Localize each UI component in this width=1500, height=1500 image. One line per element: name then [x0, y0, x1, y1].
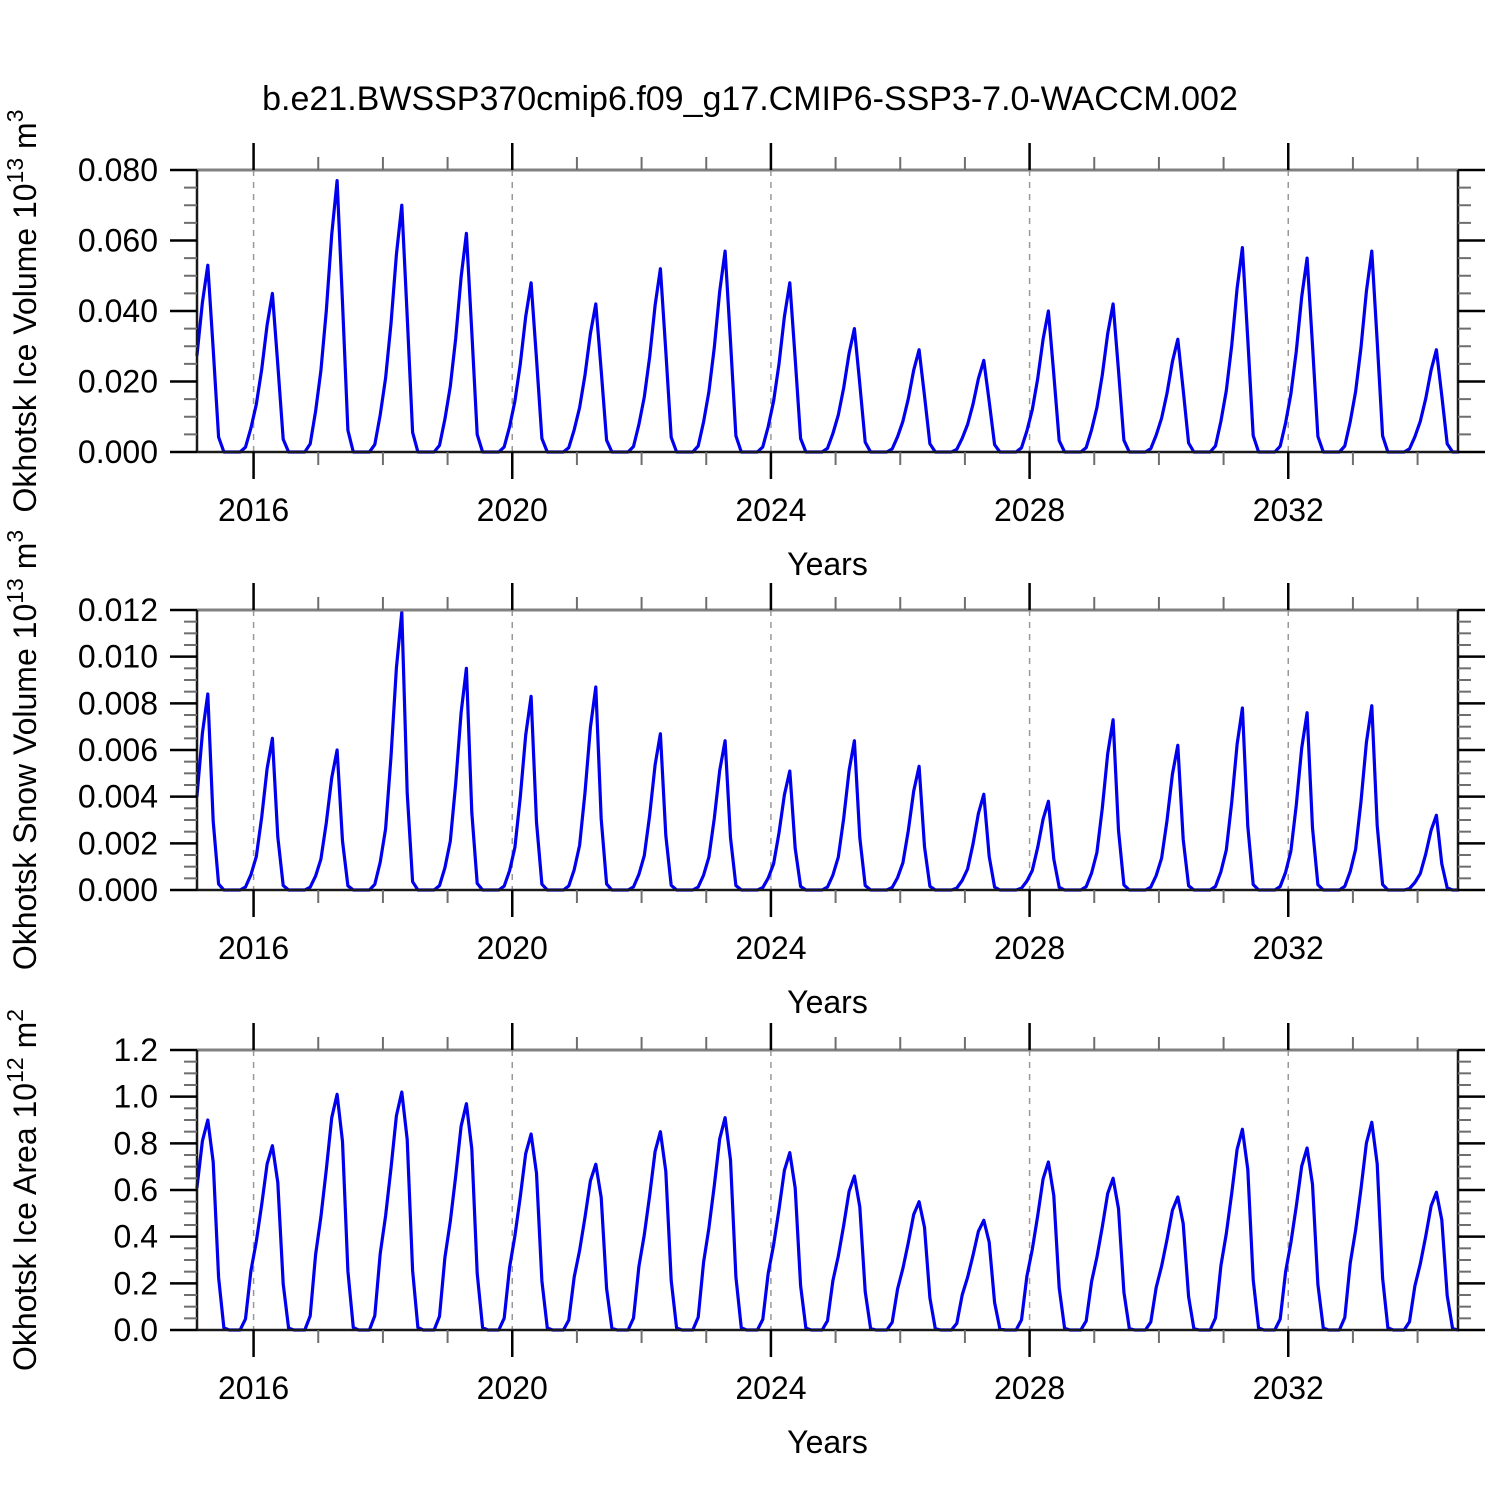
x-tick-label-2016: 2016 — [218, 492, 289, 528]
y-tick-labels: 0.000 0.020 0.040 0.060 0.080 — [78, 152, 158, 470]
y-tick-label-0.000: 0.000 — [78, 434, 158, 470]
plot-box — [195, 168, 1460, 454]
snow-volume-ylabel: Okhotsk Snow Volume 1013 m3 — [2, 530, 43, 970]
y-axis-ticks — [170, 1048, 1485, 1332]
ice-volume-xlabel: Years — [787, 546, 868, 582]
x-tick-labels: 2016 2020 2024 2028 2032 — [218, 930, 1324, 966]
ice-volume-ylabel: Okhotsk Ice Volume 1013 m3 — [2, 110, 43, 513]
y-tick-label-0.6: 0.6 — [114, 1172, 158, 1208]
ice-area-line — [195, 1090, 1460, 1332]
ice-volume-line — [195, 179, 1460, 454]
plot-box — [195, 1048, 1460, 1332]
x-tick-label-2028: 2028 — [994, 930, 1065, 966]
x-tick-label-2032: 2032 — [1253, 930, 1324, 966]
x-tick-label-2032: 2032 — [1253, 1370, 1324, 1406]
x-major-gridlines — [252, 610, 1289, 890]
x-tick-label-2020: 2020 — [477, 930, 548, 966]
snow-volume-line — [195, 610, 1460, 892]
x-tick-label-2016: 2016 — [218, 1370, 289, 1406]
y-axis-ticks — [170, 168, 1485, 454]
x-axis-ticks — [252, 143, 1419, 479]
y-tick-label-0.000: 0.000 — [78, 872, 158, 908]
ice-volume-panel: 0.000 0.020 0.040 0.060 0.080 2016 2020 2024 202… — [2, 110, 1485, 582]
plot-title: b.e21.BWSSP370cmip6.f09_g17.CMIP6-SSP3-7… — [262, 80, 1238, 118]
y-tick-label-0.008: 0.008 — [78, 685, 158, 721]
y-tick-label-0.0: 0.0 — [114, 1312, 158, 1348]
y-tick-label-0.8: 0.8 — [114, 1125, 158, 1161]
y-tick-labels: 0.000 0.002 0.004 0.006 0.008 0.010 0.012 — [78, 592, 158, 908]
x-tick-label-2028: 2028 — [994, 492, 1065, 528]
y-tick-label-0.012: 0.012 — [78, 592, 158, 628]
x-tick-labels: 2016 2020 2024 2028 2032 — [218, 492, 1324, 528]
x-tick-labels: 2016 2020 2024 2028 2032 — [218, 1370, 1324, 1406]
x-tick-label-2024: 2024 — [735, 930, 806, 966]
snow-volume-xlabel: Years — [787, 984, 868, 1020]
y-tick-label-0.080: 0.080 — [78, 152, 158, 188]
x-tick-label-2032: 2032 — [1253, 492, 1324, 528]
y-tick-labels: 0.0 0.2 0.4 0.6 0.8 1.0 1.2 — [114, 1032, 158, 1348]
y-tick-label-0.4: 0.4 — [114, 1219, 158, 1255]
x-tick-label-2024: 2024 — [735, 492, 806, 528]
y-tick-label-0.040: 0.040 — [78, 293, 158, 329]
x-axis-ticks — [252, 583, 1419, 917]
x-tick-label-2028: 2028 — [994, 1370, 1065, 1406]
ice-area-xlabel: Years — [787, 1424, 868, 1460]
y-tick-label-0.2: 0.2 — [114, 1265, 158, 1301]
x-tick-label-2024: 2024 — [735, 1370, 806, 1406]
y-tick-label-0.060: 0.060 — [78, 223, 158, 259]
y-tick-label-1.2: 1.2 — [114, 1032, 158, 1068]
x-tick-label-2020: 2020 — [477, 492, 548, 528]
ice-area-panel: 0.0 0.2 0.4 0.6 0.8 1.0 1.2 2016 2020 2024 2028 203… — [2, 1009, 1485, 1460]
y-tick-label-0.004: 0.004 — [78, 779, 158, 815]
x-tick-label-2016: 2016 — [218, 930, 289, 966]
plot-box — [195, 608, 1460, 892]
y-tick-label-0.002: 0.002 — [78, 825, 158, 861]
y-tick-label-0.006: 0.006 — [78, 732, 158, 768]
x-major-gridlines — [252, 1050, 1289, 1330]
x-axis-ticks — [252, 1023, 1419, 1357]
x-tick-label-2020: 2020 — [477, 1370, 548, 1406]
ice-area-ylabel: Okhotsk Ice Area 1012 m2 — [2, 1009, 43, 1371]
y-tick-label-0.010: 0.010 — [78, 639, 158, 675]
y-tick-label-1.0: 1.0 — [114, 1079, 158, 1115]
y-axis-ticks — [170, 608, 1485, 892]
y-tick-label-0.020: 0.020 — [78, 364, 158, 400]
